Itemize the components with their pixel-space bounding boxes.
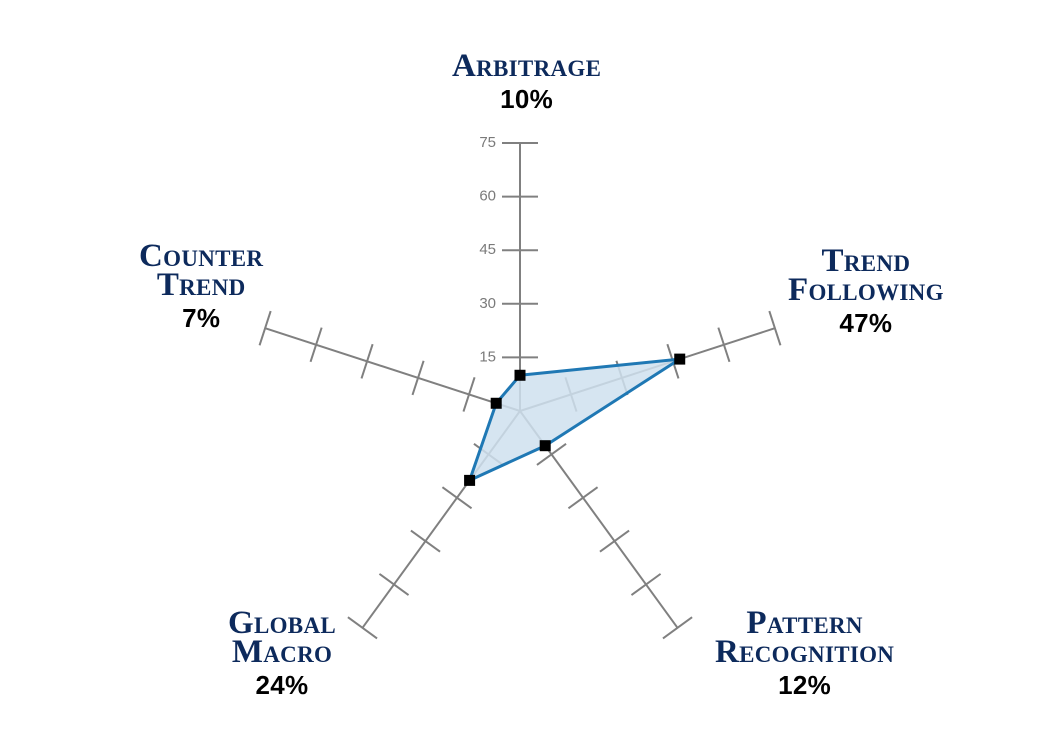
category-label-pattern-recognition: Pattern Recognition 12% (715, 607, 895, 701)
tick-mark (630, 573, 662, 596)
category-percent: 7% (182, 303, 221, 333)
tick-mark (411, 360, 425, 396)
tick-mark (717, 327, 731, 363)
tick-mark (410, 529, 441, 553)
category-name: Global (228, 605, 336, 641)
category-label-global-macro: Global Macro 24% (228, 607, 336, 701)
radar-tick-labels: 15 30 45 60 75 (479, 134, 496, 365)
tick-label: 30 (479, 295, 496, 312)
tick-label: 15 (479, 348, 496, 365)
category-name: Trend (156, 267, 246, 303)
category-name: Arbitrage (452, 48, 602, 84)
tick-mark (768, 310, 782, 346)
category-name: Counter (139, 238, 264, 274)
category-percent: 12% (778, 670, 832, 700)
data-point-counter-trend (490, 397, 502, 409)
tick-mark (462, 377, 476, 412)
axis-counter-trend (264, 327, 521, 412)
category-name: Macro (231, 634, 333, 670)
tick-mark (662, 616, 693, 640)
tick-mark (599, 529, 630, 553)
tick-mark (360, 343, 374, 379)
data-point-arbitrage (514, 369, 526, 381)
category-name: Trend (821, 243, 911, 279)
tick-mark (258, 310, 272, 346)
tick-label: 45 (479, 241, 496, 258)
data-point-trend-following (674, 353, 686, 365)
radar-series (464, 353, 686, 486)
series-area (468, 357, 682, 482)
tick-label: 60 (479, 188, 496, 205)
category-name: Recognition (715, 634, 895, 670)
category-label-counter-trend: Counter Trend 7% (139, 240, 263, 334)
category-label-arbitrage: Arbitrage 10% (452, 50, 601, 115)
tick-mark (441, 486, 473, 510)
tick-mark (309, 327, 323, 363)
tick-mark (536, 442, 567, 466)
category-percent: 47% (839, 308, 893, 338)
tick-mark (378, 573, 410, 596)
data-point-global-macro (464, 474, 476, 486)
tick-label: 75 (479, 134, 496, 151)
tick-mark (567, 486, 599, 510)
category-name: Following (788, 272, 944, 308)
category-percent: 24% (255, 670, 309, 700)
tick-mark (347, 616, 378, 640)
category-percent: 10% (500, 84, 554, 114)
data-point-pattern-recognition (539, 440, 551, 452)
category-label-trend-following: Trend Following 47% (788, 245, 944, 339)
category-name: Pattern (746, 605, 863, 641)
